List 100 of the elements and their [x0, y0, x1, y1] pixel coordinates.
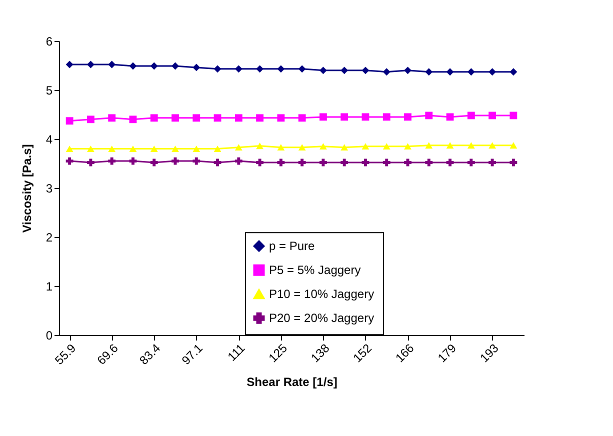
- point: [129, 62, 137, 70]
- point: [362, 158, 370, 166]
- point: [488, 142, 496, 149]
- point: [86, 146, 94, 152]
- point: [150, 114, 158, 122]
- point: [192, 146, 200, 152]
- point: [446, 113, 454, 121]
- point: [510, 142, 518, 149]
- point: [382, 113, 390, 121]
- point: [256, 158, 264, 166]
- point: [66, 157, 74, 165]
- legend-label: p = Pure: [269, 239, 316, 254]
- point: [277, 114, 285, 122]
- point: [510, 112, 518, 120]
- point: [66, 117, 74, 125]
- x-tick-label: 55.9: [52, 340, 79, 368]
- point: [129, 116, 137, 124]
- point: [108, 114, 116, 122]
- legend-label: P20 = 20% Jaggery: [269, 311, 374, 326]
- point: [150, 158, 158, 166]
- point: [192, 114, 200, 122]
- point: [234, 65, 242, 73]
- point: [86, 158, 94, 166]
- x-tick-label: 152: [350, 340, 375, 366]
- point: [129, 157, 137, 165]
- point: [234, 144, 242, 151]
- point: [256, 114, 264, 122]
- point: [108, 157, 116, 165]
- point: [277, 144, 285, 151]
- point: [192, 157, 200, 165]
- point: [488, 158, 496, 166]
- x-axis-title: Shear Rate [1/s]: [246, 374, 338, 389]
- point: [256, 65, 264, 73]
- point: [214, 65, 222, 73]
- point: [404, 66, 412, 74]
- point: [298, 114, 306, 122]
- point: [214, 146, 222, 152]
- x-tick-label: 166: [392, 340, 417, 366]
- point: [488, 112, 496, 120]
- point: [425, 158, 433, 166]
- point: [467, 158, 475, 166]
- point: [150, 62, 158, 70]
- point: [319, 158, 327, 166]
- y-tick-label: 2: [46, 230, 53, 244]
- point: [488, 68, 496, 76]
- point: [172, 157, 179, 165]
- point: [382, 158, 390, 166]
- point: [277, 158, 285, 166]
- point: [298, 65, 306, 73]
- point: [425, 68, 433, 76]
- x-tick-label: 193: [477, 340, 502, 366]
- point: [86, 116, 94, 124]
- point: [234, 157, 242, 165]
- point: [446, 68, 454, 76]
- point: [66, 60, 74, 68]
- point: [404, 143, 412, 150]
- point: [277, 65, 285, 73]
- y-tick-label: 3: [46, 182, 53, 196]
- x-tick-label: 138: [308, 340, 332, 366]
- point: [319, 143, 327, 150]
- point: [404, 158, 412, 166]
- y-tick-label: 1: [46, 280, 53, 294]
- point: [340, 66, 348, 74]
- point: [214, 114, 222, 122]
- point: [446, 142, 454, 149]
- point: [256, 142, 264, 150]
- point: [129, 146, 137, 152]
- point: [446, 158, 454, 166]
- x-tick-label: 125: [266, 340, 290, 366]
- point: [172, 146, 179, 152]
- y-tick-label: 5: [46, 84, 53, 98]
- point: [108, 60, 116, 68]
- point: [86, 60, 94, 68]
- point: [425, 112, 433, 120]
- point: [467, 68, 475, 76]
- point: [234, 114, 242, 122]
- point: [340, 144, 348, 151]
- x-tick-label: 179: [434, 340, 460, 366]
- point: [362, 113, 370, 121]
- point: [362, 66, 370, 74]
- legend-label: P5 = 5% Jaggery: [269, 263, 361, 278]
- point: [340, 113, 348, 121]
- point: [425, 142, 433, 149]
- x-tick-label: 111: [224, 340, 248, 364]
- y-tick-label: 4: [46, 132, 53, 146]
- point: [150, 146, 158, 152]
- point: [467, 142, 475, 149]
- point: [214, 158, 222, 166]
- point: [66, 146, 74, 152]
- point: [319, 66, 327, 74]
- point: [172, 114, 179, 122]
- x-tick-label: 97.1: [178, 340, 206, 368]
- point: [298, 144, 306, 151]
- y-axis-title: Viscosity [Pa.s]: [20, 144, 34, 233]
- x-tick-label: 69.6: [94, 340, 122, 368]
- y-tick-label: 0: [46, 328, 53, 342]
- legend-label: P10 = 10% Jaggery: [269, 287, 374, 302]
- point: [382, 68, 390, 76]
- point: [340, 158, 348, 166]
- point: [108, 146, 116, 152]
